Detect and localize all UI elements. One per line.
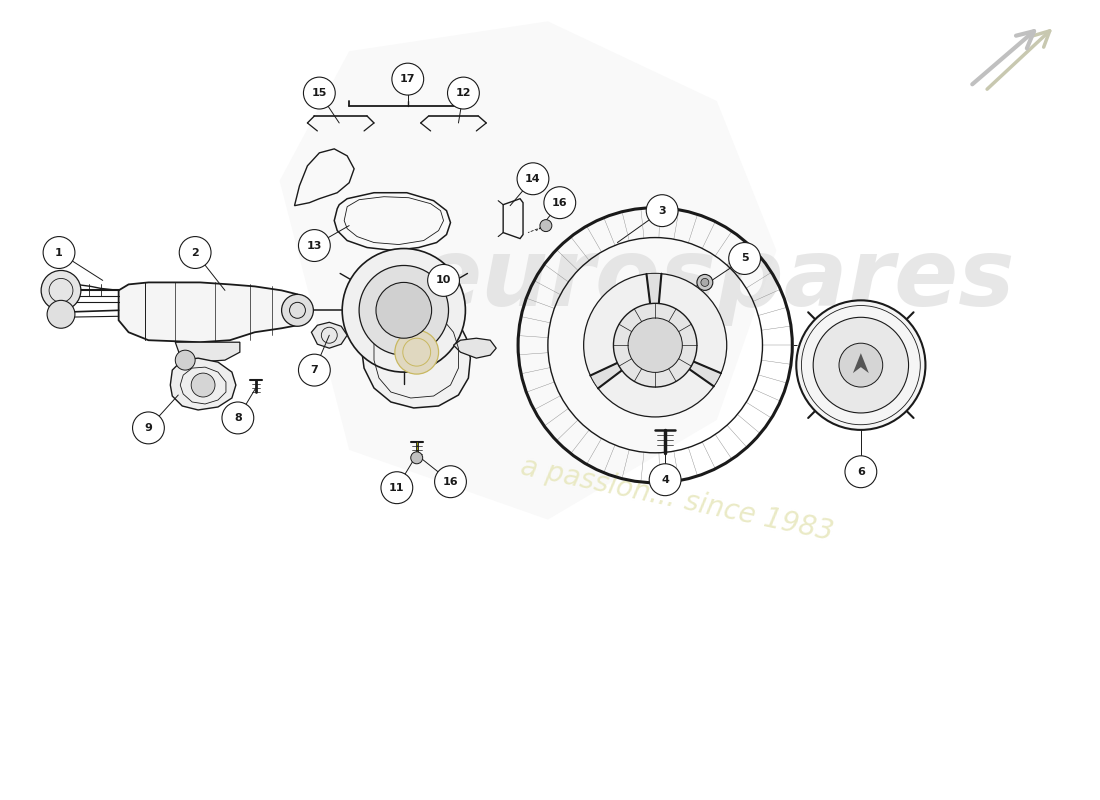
Circle shape xyxy=(43,237,75,269)
Circle shape xyxy=(646,194,678,226)
Circle shape xyxy=(614,303,697,387)
Circle shape xyxy=(697,274,713,290)
Polygon shape xyxy=(361,302,471,408)
Polygon shape xyxy=(279,22,777,519)
Circle shape xyxy=(47,300,75,328)
Text: 2: 2 xyxy=(191,247,199,258)
Text: 7: 7 xyxy=(310,365,318,375)
Circle shape xyxy=(342,249,465,372)
Circle shape xyxy=(448,77,480,109)
Circle shape xyxy=(179,237,211,269)
Circle shape xyxy=(132,412,164,444)
Polygon shape xyxy=(647,274,661,304)
Polygon shape xyxy=(591,363,622,388)
Circle shape xyxy=(845,456,877,488)
Circle shape xyxy=(298,354,330,386)
Circle shape xyxy=(359,266,449,355)
Polygon shape xyxy=(175,342,240,362)
Circle shape xyxy=(728,242,760,274)
Circle shape xyxy=(381,472,412,504)
Polygon shape xyxy=(453,338,496,358)
Text: 16: 16 xyxy=(552,198,568,208)
Polygon shape xyxy=(170,358,235,410)
Circle shape xyxy=(376,282,431,338)
Text: 13: 13 xyxy=(307,241,322,250)
Circle shape xyxy=(395,330,439,374)
Circle shape xyxy=(701,278,708,286)
Text: 14: 14 xyxy=(525,174,541,184)
Circle shape xyxy=(222,402,254,434)
Circle shape xyxy=(543,186,575,218)
Circle shape xyxy=(540,220,552,231)
Circle shape xyxy=(796,300,925,430)
Text: 12: 12 xyxy=(455,88,471,98)
Text: 4: 4 xyxy=(661,474,669,485)
Circle shape xyxy=(434,466,466,498)
Text: 11: 11 xyxy=(389,482,405,493)
Circle shape xyxy=(282,294,314,326)
Text: 1: 1 xyxy=(55,247,63,258)
Text: 17: 17 xyxy=(400,74,416,84)
Circle shape xyxy=(813,318,909,413)
Circle shape xyxy=(304,77,336,109)
Polygon shape xyxy=(311,322,348,348)
Circle shape xyxy=(517,163,549,194)
Text: 3: 3 xyxy=(658,206,666,216)
Polygon shape xyxy=(852,353,869,373)
Text: 9: 9 xyxy=(144,423,153,433)
Text: a passion... since 1983: a passion... since 1983 xyxy=(518,453,836,546)
Circle shape xyxy=(649,464,681,496)
Circle shape xyxy=(392,63,424,95)
Text: 10: 10 xyxy=(436,275,451,286)
Polygon shape xyxy=(690,362,721,386)
Text: 8: 8 xyxy=(234,413,242,423)
Circle shape xyxy=(410,452,422,464)
Text: 6: 6 xyxy=(857,466,865,477)
Circle shape xyxy=(628,318,682,372)
Circle shape xyxy=(175,350,195,370)
Circle shape xyxy=(298,230,330,262)
Text: 15: 15 xyxy=(311,88,327,98)
Text: eurospares: eurospares xyxy=(418,234,1015,326)
Text: 16: 16 xyxy=(442,477,459,486)
Circle shape xyxy=(839,343,882,387)
Circle shape xyxy=(428,265,460,296)
Polygon shape xyxy=(119,282,299,342)
Circle shape xyxy=(191,373,214,397)
Circle shape xyxy=(41,270,81,310)
Circle shape xyxy=(584,274,727,417)
Text: 5: 5 xyxy=(740,254,748,263)
